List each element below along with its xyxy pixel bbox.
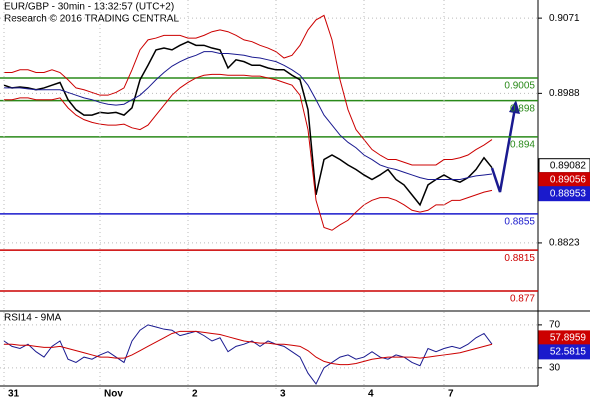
level-label: 0.8855: [504, 217, 535, 228]
pane-title: RSI14 - 9MA: [4, 313, 62, 324]
y-tick-label: 0.8823: [549, 238, 580, 249]
series-line: [3, 324, 493, 385]
price-badge-label: 57.8959: [550, 333, 587, 344]
x-tick-label: 3: [280, 389, 286, 400]
price-badge-label: 0.88953: [550, 188, 587, 199]
y-tick-label: 70: [549, 320, 561, 331]
series-line: [4, 330, 493, 366]
series-line: [4, 73, 493, 231]
header-credit: Research © 2016 TRADING CENTRAL: [4, 14, 179, 25]
level-label: 0.894: [510, 140, 535, 151]
level-label: 0.898: [510, 103, 535, 114]
level-label: 0.877: [510, 294, 535, 305]
price-badge-label: 52.5815: [550, 347, 587, 358]
series-line: [3, 40, 493, 207]
x-tick-label: 7: [448, 389, 454, 400]
forecast-arrowhead: [509, 100, 520, 114]
y-tick-label: 30: [549, 362, 561, 373]
price-badge: [538, 186, 590, 202]
x-tick-label: 2: [192, 389, 198, 400]
series-line: [4, 51, 493, 180]
level-label: 0.8815: [504, 253, 535, 264]
price-badge: [538, 344, 590, 360]
series-line: [4, 14, 493, 166]
y-tick-label: 0.8988: [549, 88, 580, 99]
price-badge-label: 0.89082: [550, 160, 587, 171]
level-label: 0.9005: [504, 81, 535, 92]
x-tick-label: 4: [368, 389, 374, 400]
forecast-arrow: [490, 107, 517, 193]
price-badge-label: 0.89056: [550, 174, 587, 185]
y-tick-label: 0.9071: [549, 13, 580, 24]
header-title: EUR/GBP - 30min - 13:32:57 (UTC+2): [4, 2, 174, 13]
x-tick-label: 31: [8, 389, 20, 400]
x-tick-label: Nov: [104, 389, 123, 400]
